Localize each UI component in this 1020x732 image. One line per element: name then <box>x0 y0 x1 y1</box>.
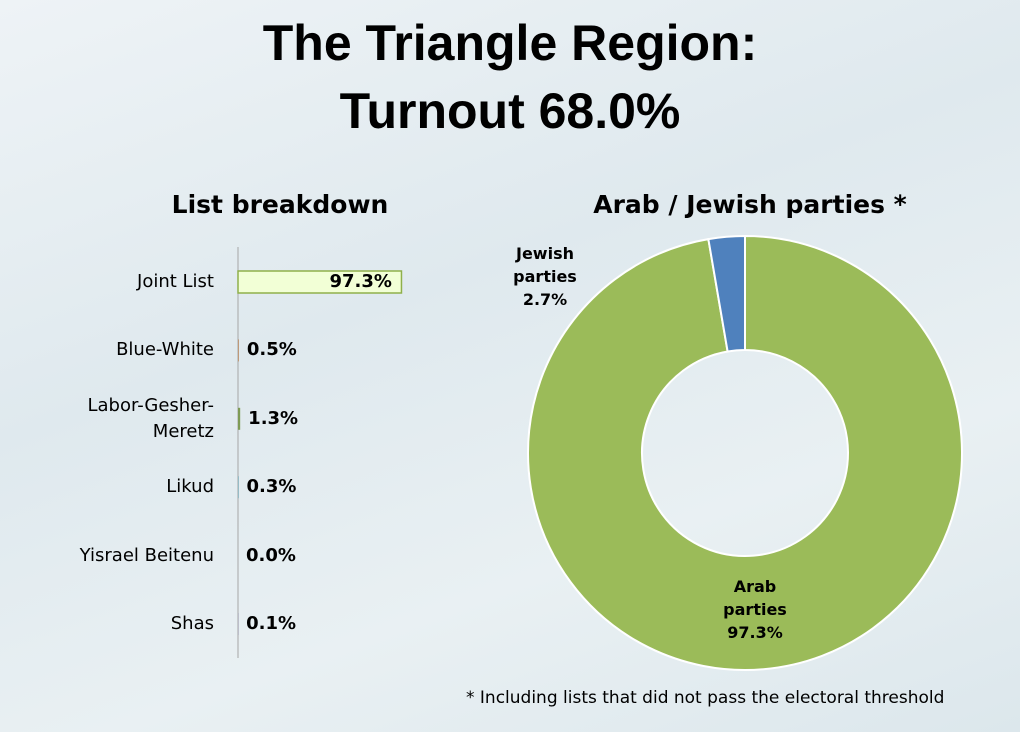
chart-title: List breakdown <box>171 190 389 219</box>
value-label: 97.3% <box>329 271 392 292</box>
value-label: 0.3% <box>246 476 297 498</box>
value-label: 0.0% <box>246 544 296 566</box>
value-label: 0.5% <box>246 339 297 361</box>
bar <box>237 270 403 294</box>
bar <box>238 407 241 430</box>
category-label: Shas <box>170 613 214 634</box>
donut-slice <box>707 234 746 353</box>
slice-label: Arab parties <box>723 577 787 619</box>
slice-label: Jewish parties <box>513 244 577 286</box>
category-label: Yisrael Beitenu <box>79 544 214 566</box>
category-label: Labor-Gesher-Meretz <box>87 394 214 442</box>
category-label: Likud <box>166 476 214 498</box>
footnote: * Including lists that did not pass the … <box>466 688 945 708</box>
slide-title: The Triangle Region: <box>262 15 758 71</box>
chart-title: Arab / Jewish parties * <box>593 190 907 219</box>
donut-slice <box>526 234 963 671</box>
category-label: Joint List <box>137 271 214 292</box>
slice-value: 97.3% <box>727 623 783 642</box>
bar <box>238 339 239 362</box>
slide-title: Turnout 68.0% <box>339 83 681 139</box>
value-label: 1.3% <box>248 407 299 429</box>
value-label: 0.1% <box>246 613 297 634</box>
bar <box>238 476 239 499</box>
category-label: Blue-White <box>116 339 214 361</box>
slice-value: 2.7% <box>522 290 568 309</box>
